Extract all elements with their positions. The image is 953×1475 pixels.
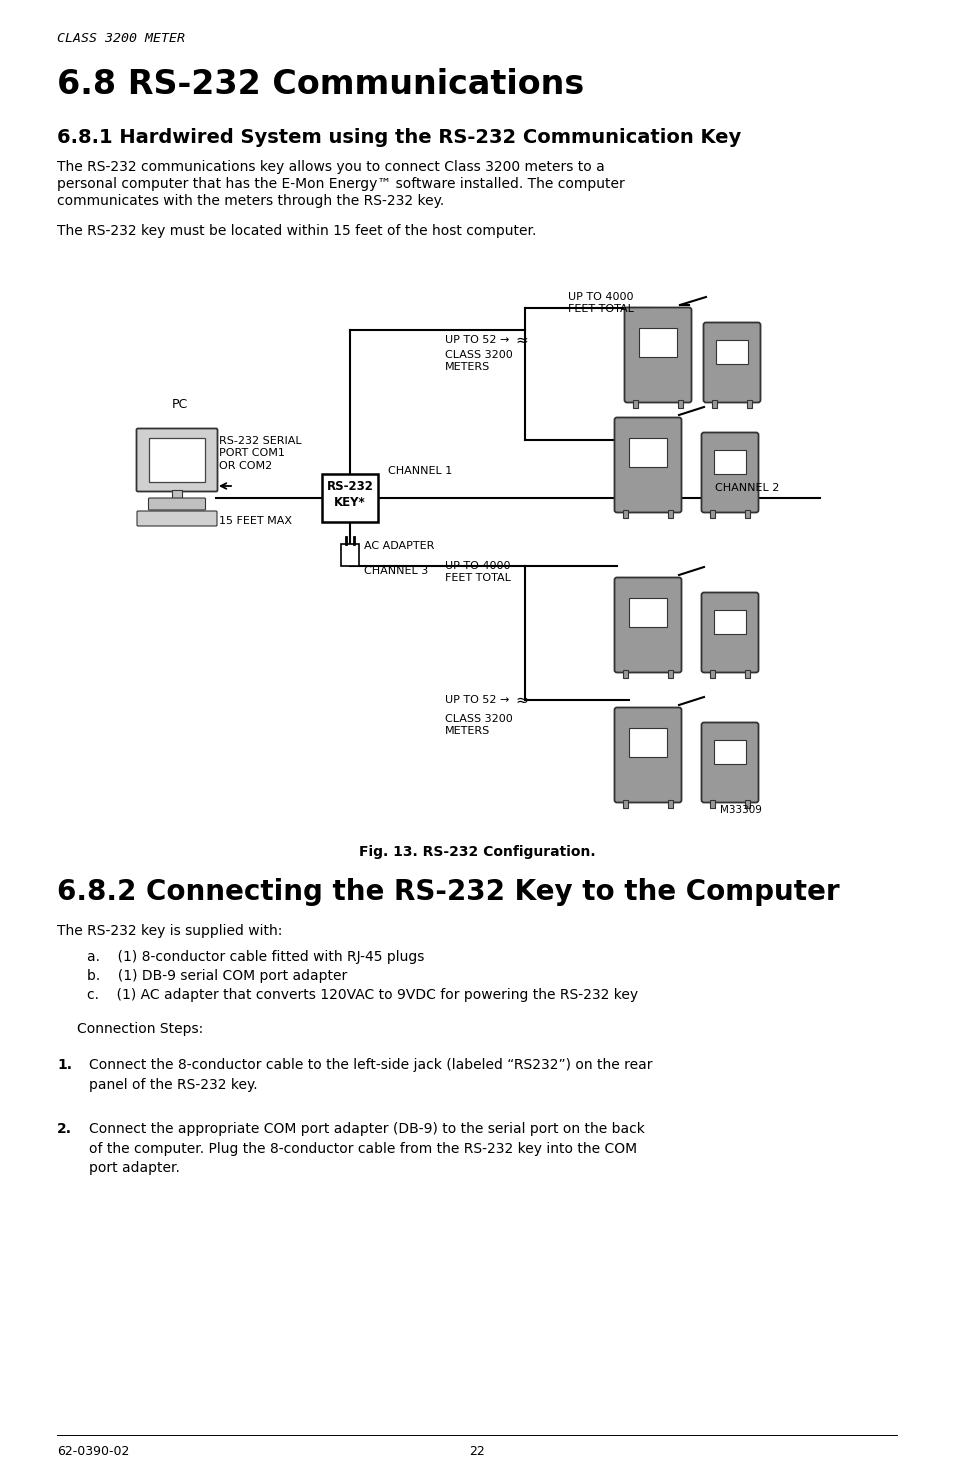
Bar — [709, 510, 714, 518]
FancyBboxPatch shape — [700, 432, 758, 512]
Bar — [639, 327, 677, 357]
FancyBboxPatch shape — [702, 323, 760, 403]
Bar — [744, 670, 749, 678]
Text: Connection Steps:: Connection Steps: — [77, 1022, 203, 1035]
Text: b.    (1) DB-9 serial COM port adapter: b. (1) DB-9 serial COM port adapter — [87, 969, 347, 982]
FancyBboxPatch shape — [624, 307, 691, 403]
Bar — [744, 799, 749, 808]
Bar — [678, 400, 682, 409]
Text: ≈: ≈ — [515, 693, 527, 708]
Text: M33309: M33309 — [720, 805, 761, 816]
Text: CLASS 3200
METERS: CLASS 3200 METERS — [444, 350, 512, 372]
Bar — [628, 729, 666, 757]
Bar — [172, 490, 182, 499]
Text: communicates with the meters through the RS-232 key.: communicates with the meters through the… — [57, 195, 444, 208]
Text: Fig. 13. RS-232 Configuration.: Fig. 13. RS-232 Configuration. — [358, 845, 595, 858]
FancyBboxPatch shape — [149, 499, 205, 510]
Text: 62-0390-02: 62-0390-02 — [57, 1446, 130, 1457]
Text: CHANNEL 3: CHANNEL 3 — [364, 566, 428, 577]
Text: AC ADAPTER: AC ADAPTER — [364, 541, 434, 552]
Text: RS-232
KEY*: RS-232 KEY* — [326, 481, 373, 509]
Bar — [709, 670, 714, 678]
Bar — [622, 799, 627, 808]
Text: a.    (1) 8-conductor cable fitted with RJ-45 plugs: a. (1) 8-conductor cable fitted with RJ-… — [87, 950, 424, 965]
Bar — [628, 438, 666, 466]
Bar — [713, 740, 745, 764]
FancyBboxPatch shape — [614, 708, 680, 802]
Text: 22: 22 — [469, 1446, 484, 1457]
Text: RS-232 SERIAL
PORT COM1
OR COM2: RS-232 SERIAL PORT COM1 OR COM2 — [219, 437, 301, 471]
Text: UP TO 52 →: UP TO 52 → — [444, 695, 509, 705]
Text: UP TO 4000
FEET TOTAL: UP TO 4000 FEET TOTAL — [567, 292, 633, 314]
Text: 6.8.2 Connecting the RS-232 Key to the Computer: 6.8.2 Connecting the RS-232 Key to the C… — [57, 878, 839, 906]
Text: 15 FEET MAX: 15 FEET MAX — [219, 516, 292, 527]
Bar — [667, 799, 672, 808]
Text: The RS-232 key must be located within 15 feet of the host computer.: The RS-232 key must be located within 15… — [57, 224, 536, 237]
Bar — [622, 670, 627, 678]
Text: UP TO 52 →: UP TO 52 → — [444, 335, 509, 345]
Text: The RS-232 communications key allows you to connect Class 3200 meters to a: The RS-232 communications key allows you… — [57, 159, 604, 174]
FancyBboxPatch shape — [700, 723, 758, 802]
Bar — [667, 510, 672, 518]
Text: Connect the appropriate COM port adapter (DB-9) to the serial port on the back
o: Connect the appropriate COM port adapter… — [89, 1122, 644, 1176]
FancyBboxPatch shape — [700, 593, 758, 673]
Bar — [628, 597, 666, 627]
Bar — [322, 473, 377, 522]
Text: CLASS 3200 METER: CLASS 3200 METER — [57, 32, 185, 46]
Bar — [746, 400, 751, 409]
FancyBboxPatch shape — [614, 417, 680, 512]
Text: CLASS 3200
METERS: CLASS 3200 METERS — [444, 714, 512, 736]
Bar — [715, 341, 747, 364]
Text: Connect the 8-conductor cable to the left-side jack (labeled “RS232”) on the rea: Connect the 8-conductor cable to the lef… — [89, 1058, 652, 1092]
Bar — [711, 400, 717, 409]
Text: PC: PC — [172, 398, 188, 412]
Bar — [713, 450, 745, 473]
Bar — [340, 544, 358, 566]
Text: UP TO 4000
FEET TOTAL: UP TO 4000 FEET TOTAL — [444, 560, 511, 584]
Text: CHANNEL 2: CHANNEL 2 — [714, 482, 779, 493]
Text: ≈: ≈ — [515, 333, 527, 348]
Text: 6.8 RS-232 Communications: 6.8 RS-232 Communications — [57, 68, 583, 100]
FancyBboxPatch shape — [136, 429, 217, 491]
Bar — [149, 438, 205, 482]
Bar — [622, 510, 627, 518]
Text: c.    (1) AC adapter that converts 120VAC to 9VDC for powering the RS-232 key: c. (1) AC adapter that converts 120VAC t… — [87, 988, 638, 1002]
Text: personal computer that has the E-Mon Energy™ software installed. The computer: personal computer that has the E-Mon Ene… — [57, 177, 624, 190]
FancyBboxPatch shape — [614, 578, 680, 673]
Text: 1.: 1. — [57, 1058, 71, 1072]
Text: 6.8.1 Hardwired System using the RS-232 Communication Key: 6.8.1 Hardwired System using the RS-232 … — [57, 128, 740, 148]
Bar — [667, 670, 672, 678]
Text: The RS-232 key is supplied with:: The RS-232 key is supplied with: — [57, 923, 282, 938]
Bar — [744, 510, 749, 518]
Bar — [633, 400, 638, 409]
Text: 2.: 2. — [57, 1122, 71, 1136]
Bar — [713, 611, 745, 634]
Bar — [709, 799, 714, 808]
Text: CHANNEL 1: CHANNEL 1 — [388, 466, 452, 476]
FancyBboxPatch shape — [137, 510, 216, 527]
